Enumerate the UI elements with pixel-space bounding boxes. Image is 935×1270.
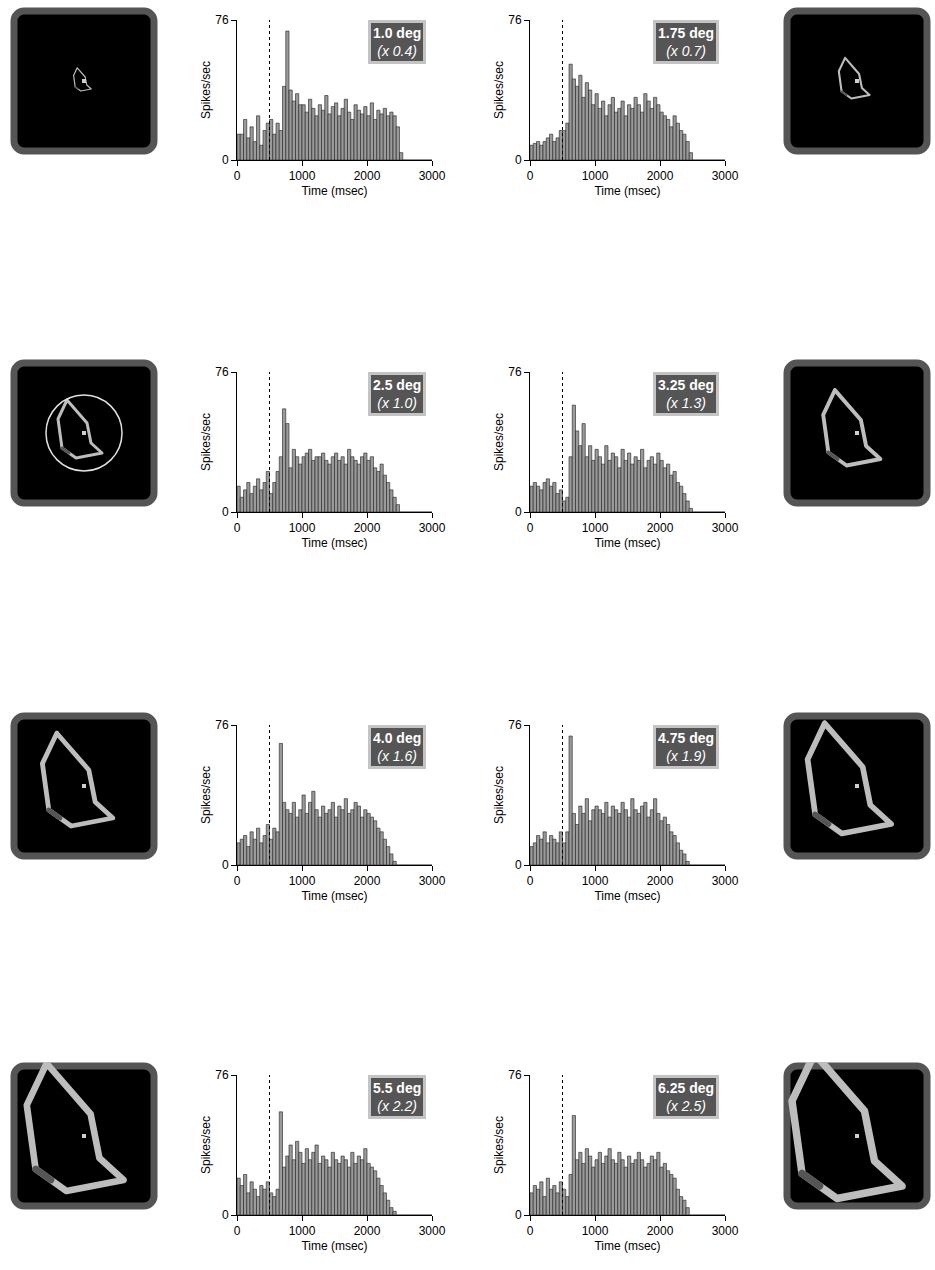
svg-text:3000: 3000 <box>419 874 446 888</box>
svg-text:2000: 2000 <box>647 169 674 183</box>
svg-text:1000: 1000 <box>582 1224 609 1238</box>
svg-text:Time (msec): Time (msec) <box>301 889 367 903</box>
svg-text:76: 76 <box>508 1068 522 1082</box>
svg-text:4.0 deg(x 1.6): 4.0 deg(x 1.6) <box>373 730 421 764</box>
svg-text:0: 0 <box>515 505 522 519</box>
svg-text:Spikes/sec: Spikes/sec <box>199 1116 213 1174</box>
svg-text:4.75 deg(x 1.9): 4.75 deg(x 1.9) <box>658 730 714 764</box>
svg-text:2000: 2000 <box>647 521 674 535</box>
svg-text:1000: 1000 <box>582 521 609 535</box>
svg-text:0: 0 <box>527 521 534 535</box>
svg-text:3000: 3000 <box>419 1224 446 1238</box>
svg-text:2000: 2000 <box>354 874 381 888</box>
svg-text:0: 0 <box>234 1224 241 1238</box>
svg-text:3000: 3000 <box>419 169 446 183</box>
svg-text:Spikes/sec: Spikes/sec <box>492 1116 506 1174</box>
svg-text:0: 0 <box>234 169 241 183</box>
svg-text:1.0 deg(x 0.4): 1.0 deg(x 0.4) <box>373 25 421 59</box>
svg-text:2000: 2000 <box>354 169 381 183</box>
svg-text:0: 0 <box>515 153 522 167</box>
svg-text:Time (msec): Time (msec) <box>594 1239 660 1253</box>
svg-text:2000: 2000 <box>647 874 674 888</box>
svg-text:5.5 deg(x 2.2): 5.5 deg(x 2.2) <box>373 1080 421 1114</box>
svg-text:Spikes/sec: Spikes/sec <box>492 766 506 824</box>
svg-text:2000: 2000 <box>354 1224 381 1238</box>
svg-text:Time (msec): Time (msec) <box>594 536 660 550</box>
svg-text:Time (msec): Time (msec) <box>594 889 660 903</box>
svg-text:Spikes/sec: Spikes/sec <box>199 413 213 471</box>
svg-text:76: 76 <box>215 1068 229 1082</box>
svg-text:3000: 3000 <box>712 521 739 535</box>
svg-text:3000: 3000 <box>712 169 739 183</box>
svg-text:1000: 1000 <box>289 521 316 535</box>
svg-text:3.25 deg(x 1.3): 3.25 deg(x 1.3) <box>658 377 714 411</box>
svg-text:2.5 deg(x 1.0): 2.5 deg(x 1.0) <box>373 377 421 411</box>
svg-text:76: 76 <box>508 13 522 27</box>
svg-text:0: 0 <box>222 505 229 519</box>
svg-text:0: 0 <box>234 874 241 888</box>
svg-text:Time (msec): Time (msec) <box>594 184 660 198</box>
svg-text:Spikes/sec: Spikes/sec <box>492 61 506 119</box>
svg-text:76: 76 <box>215 718 229 732</box>
svg-text:1000: 1000 <box>582 874 609 888</box>
svg-text:Time (msec): Time (msec) <box>301 536 367 550</box>
svg-text:0: 0 <box>515 1208 522 1222</box>
svg-text:0: 0 <box>527 169 534 183</box>
svg-text:3000: 3000 <box>712 1224 739 1238</box>
svg-text:0: 0 <box>527 1224 534 1238</box>
svg-text:1.75 deg(x 0.7): 1.75 deg(x 0.7) <box>658 25 714 59</box>
svg-text:1000: 1000 <box>289 874 316 888</box>
svg-text:76: 76 <box>215 365 229 379</box>
svg-text:Time (msec): Time (msec) <box>301 184 367 198</box>
svg-text:2000: 2000 <box>354 521 381 535</box>
svg-text:Spikes/sec: Spikes/sec <box>199 61 213 119</box>
svg-text:0: 0 <box>527 874 534 888</box>
svg-text:1000: 1000 <box>289 1224 316 1238</box>
svg-text:1000: 1000 <box>582 169 609 183</box>
svg-text:76: 76 <box>508 718 522 732</box>
svg-text:0: 0 <box>234 521 241 535</box>
svg-text:Spikes/sec: Spikes/sec <box>199 766 213 824</box>
svg-text:Time (msec): Time (msec) <box>301 1239 367 1253</box>
svg-text:76: 76 <box>215 13 229 27</box>
svg-text:3000: 3000 <box>712 874 739 888</box>
svg-text:3000: 3000 <box>419 521 446 535</box>
svg-text:0: 0 <box>222 858 229 872</box>
svg-text:Spikes/sec: Spikes/sec <box>492 413 506 471</box>
svg-text:1000: 1000 <box>289 169 316 183</box>
svg-text:6.25 deg(x 2.5): 6.25 deg(x 2.5) <box>658 1080 714 1114</box>
svg-text:2000: 2000 <box>647 1224 674 1238</box>
svg-text:0: 0 <box>515 858 522 872</box>
svg-text:76: 76 <box>508 365 522 379</box>
svg-text:0: 0 <box>222 1208 229 1222</box>
svg-text:0: 0 <box>222 153 229 167</box>
